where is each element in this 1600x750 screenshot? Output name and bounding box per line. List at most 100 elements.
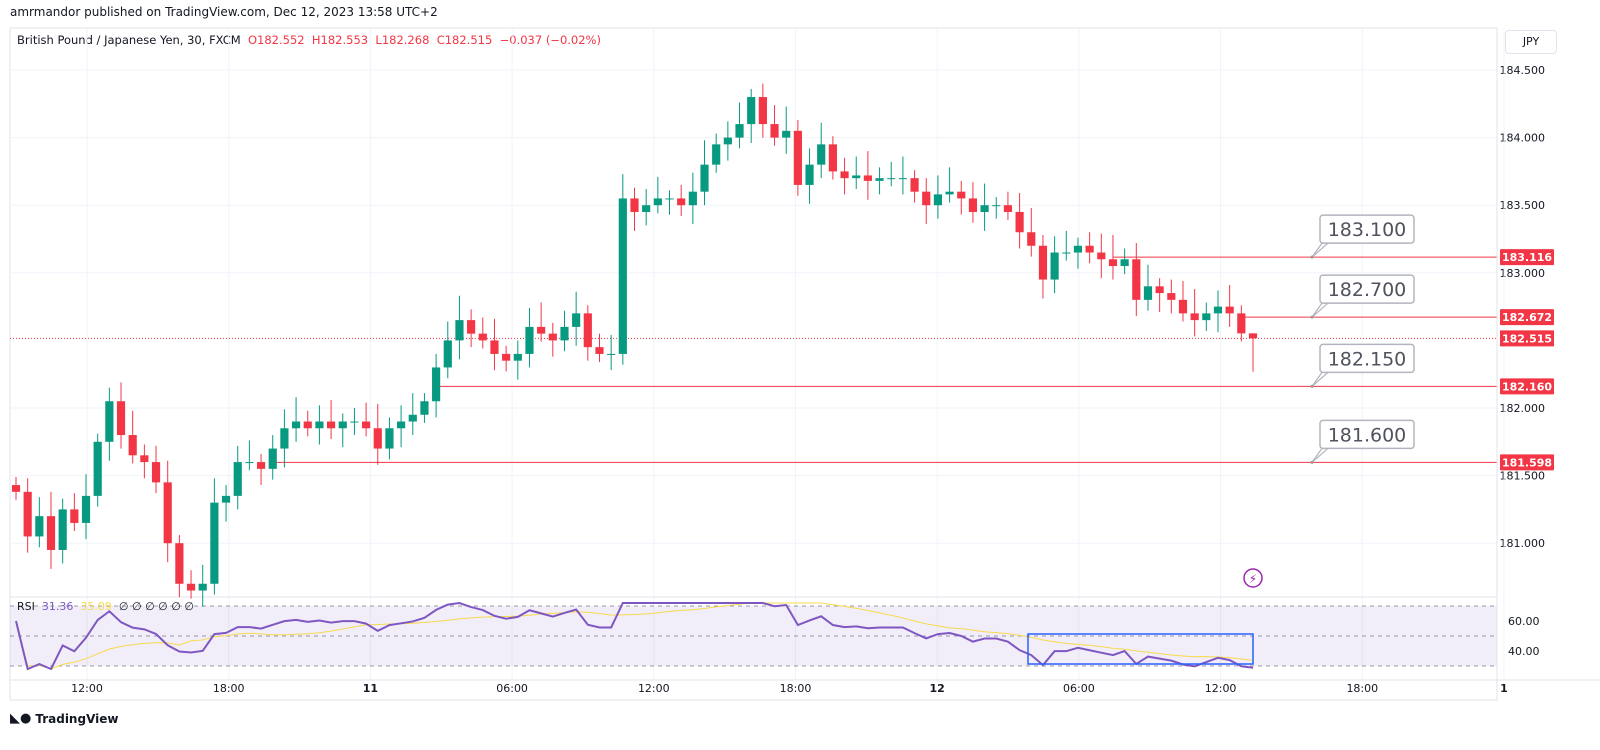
price-tick-label: 181.500	[1500, 470, 1546, 483]
candle-body	[116, 401, 126, 436]
candle-body	[1003, 205, 1013, 212]
candle-body	[875, 178, 884, 181]
candle-body	[898, 178, 907, 180]
candle-body	[408, 414, 417, 422]
candle-body	[1202, 313, 1211, 321]
candle-body	[397, 421, 406, 429]
candle-body	[385, 428, 394, 449]
rsi-extra: ∅	[145, 600, 155, 613]
candle-body	[805, 164, 814, 185]
rsi-extra: ∅	[131, 600, 142, 613]
callout-anchor	[1310, 384, 1314, 388]
time-tick-label: 18:00	[213, 682, 245, 695]
candle-body	[828, 144, 837, 172]
candle-body	[163, 482, 172, 544]
candle-body	[642, 205, 651, 212]
symbol-name[interactable]: British Pound / Japanese Yen, 30, FXCM	[17, 33, 241, 47]
candle-body	[233, 462, 242, 496]
candle-body	[46, 516, 56, 550]
candle-body	[327, 421, 336, 429]
time-tick-label: 06:00	[1063, 682, 1095, 695]
candle-body	[852, 175, 861, 179]
callout-box	[1319, 214, 1415, 244]
candle-body	[1167, 293, 1176, 300]
candle-body	[268, 448, 277, 469]
lightning-icon-glyph: ⚡	[1249, 572, 1257, 586]
candle-body	[1237, 313, 1246, 334]
callout-anchor	[1310, 315, 1314, 319]
rsi-legend: RSI 31.36 35.09 ∅ ∅ ∅ ∅ ∅ ∅	[17, 600, 194, 613]
candle-body	[922, 191, 931, 206]
candle-body	[81, 495, 91, 523]
candle-body	[1097, 252, 1106, 260]
candle-body	[653, 198, 662, 206]
candle-body	[478, 333, 487, 341]
candle-body	[1038, 245, 1048, 280]
brand-name: TradingView	[35, 711, 119, 726]
price-level-badge	[1500, 309, 1554, 326]
rsi-extra: ∅	[158, 600, 168, 613]
callout-box	[1319, 274, 1415, 304]
candle-body	[291, 421, 301, 429]
candle-body	[35, 516, 44, 537]
rsi-extra: ∅	[118, 600, 129, 613]
candle-body	[595, 347, 604, 354]
price-tick-label: 184.000	[1500, 132, 1546, 145]
candle-body	[23, 491, 32, 537]
candle-body	[175, 543, 184, 584]
currency-button[interactable]: JPY	[1505, 30, 1557, 54]
current-price-label: 182.515	[1502, 332, 1552, 345]
price-level-badge	[1500, 454, 1554, 471]
price-level-label: 182.160	[1502, 380, 1552, 393]
time-tick-label: 12:00	[638, 682, 670, 695]
candle-body	[1132, 259, 1141, 300]
candle-body	[1120, 259, 1129, 267]
candle-body	[537, 326, 546, 334]
time-tick-label: 12:00	[71, 682, 103, 695]
callout-anchor	[1310, 460, 1314, 464]
candle-body	[1108, 259, 1118, 267]
candle-body	[1085, 245, 1094, 253]
candle-body	[502, 353, 511, 361]
price-tick-label: 183.500	[1500, 199, 1546, 212]
candle-body	[128, 435, 137, 456]
candle-body	[992, 205, 1001, 207]
callout-pointer	[1311, 371, 1330, 387]
candle-body	[1248, 333, 1258, 339]
candle-body	[548, 333, 557, 341]
current-price-badge	[1500, 330, 1554, 347]
candle-body	[688, 191, 697, 206]
candle-body	[863, 175, 872, 181]
callout-pointer	[1311, 302, 1330, 318]
candle-body	[58, 509, 67, 550]
candle-body	[1143, 286, 1153, 300]
candle-body	[665, 198, 674, 200]
candle-body	[11, 485, 21, 492]
time-tick-label: 06:00	[496, 682, 528, 695]
callout-text: 181.600	[1328, 424, 1407, 446]
candle-body	[887, 178, 896, 180]
time-tick-label: 18:00	[1346, 682, 1378, 695]
rsi-line	[15, 601, 1254, 671]
price-level-label: 183.116	[1502, 251, 1552, 264]
price-tick-label: 181.000	[1500, 537, 1546, 550]
candle-body	[560, 326, 569, 341]
tradingview-logo[interactable]: ◣● TradingView	[10, 711, 118, 726]
lightning-icon	[1243, 568, 1263, 588]
rsi-label[interactable]: RSI	[17, 600, 35, 613]
time-tick-label: 12:00	[1205, 682, 1237, 695]
candle-body	[467, 320, 476, 334]
rsi-extra: ∅	[171, 600, 181, 613]
candle-body	[513, 353, 522, 361]
candle-body	[362, 421, 371, 429]
candle-body	[957, 191, 966, 199]
ohlc-low: L182.268	[375, 33, 430, 47]
candle-body	[583, 313, 592, 348]
candle-body	[630, 198, 639, 212]
candle-body	[723, 137, 732, 145]
callout-anchor	[1310, 255, 1314, 259]
time-tick-label: 18:00	[780, 682, 812, 695]
tv-logo-icon: ◣●	[10, 711, 32, 726]
price-level-label: 181.598	[1502, 456, 1552, 469]
